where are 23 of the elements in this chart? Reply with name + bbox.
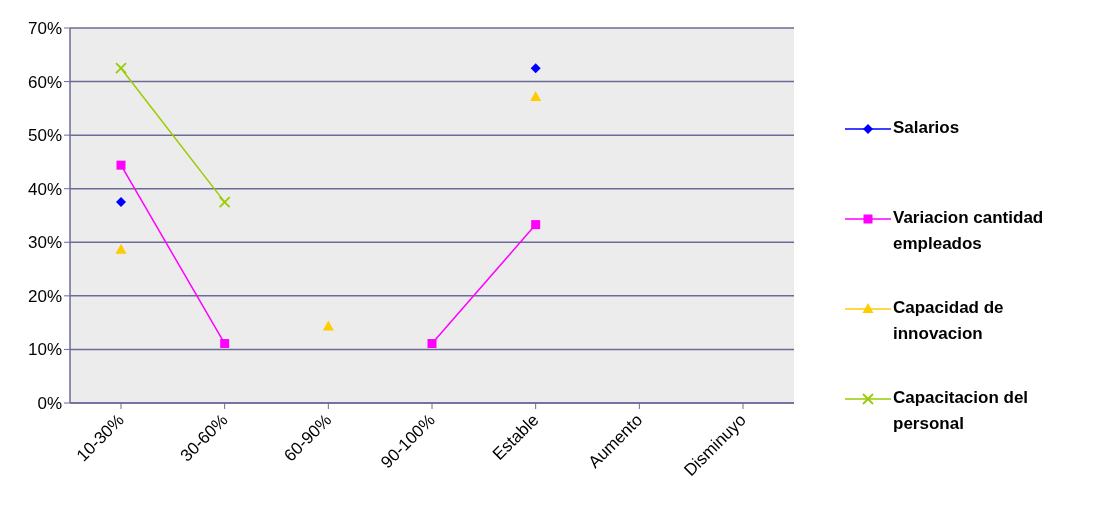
point (115, 62, 127, 75)
point (530, 91, 542, 102)
point (427, 339, 437, 349)
point (531, 220, 541, 230)
legend-label: Salarios (893, 117, 960, 139)
legend-label: Variacion cantidad empleados (893, 207, 1045, 255)
point (116, 197, 126, 208)
y-tick-label: 0% (37, 394, 62, 414)
y-tick-label: 60% (27, 72, 62, 92)
y-tick-label: 30% (27, 233, 62, 253)
point (322, 320, 334, 331)
y-tick-label: 40% (27, 179, 62, 199)
y-tick-label: 70% (27, 19, 62, 39)
point (218, 196, 231, 209)
point (116, 160, 126, 170)
y-tick-label: 50% (27, 126, 62, 146)
y-tick-label: 20% (27, 286, 62, 306)
point (115, 243, 127, 254)
legend-label: Capacidad de innovacion (893, 297, 1005, 345)
y-tick-label: 10% (27, 340, 62, 360)
point (530, 63, 541, 74)
legend-label: Capacitacion del personal (893, 387, 1030, 435)
point (220, 339, 230, 349)
